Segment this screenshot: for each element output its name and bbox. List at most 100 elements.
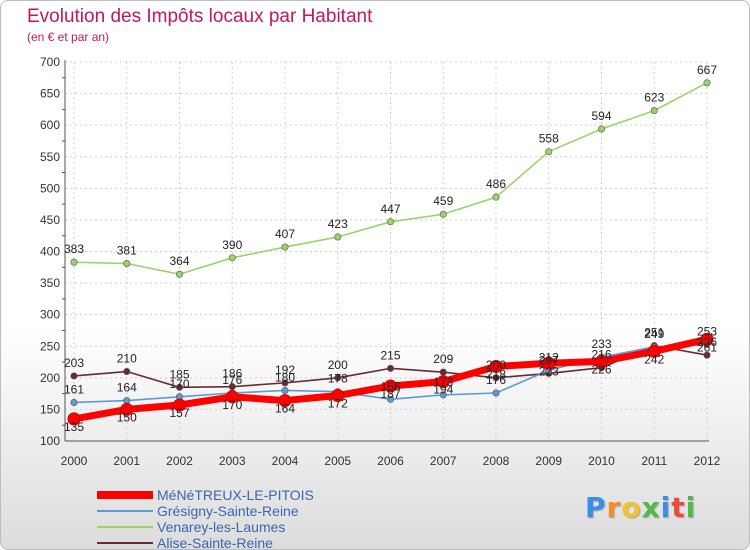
logo-letter-0: P [585, 491, 607, 524]
y-tick-label-250: 250 [40, 339, 60, 353]
data-label-gresigny-2007: 173 [433, 375, 453, 389]
legend-swatch-gresigny [97, 510, 153, 512]
data-label-alise-2000: 203 [64, 356, 84, 370]
data-label-venarey-2006: 447 [380, 202, 400, 216]
y-tick-label-400: 400 [40, 245, 60, 259]
y-tick-label-500: 500 [40, 181, 60, 195]
x-tick-label-2008: 2008 [483, 454, 510, 468]
data-label-venarey-2005: 423 [328, 217, 348, 231]
point-alise-2008 [492, 374, 500, 382]
point-venarey-2002 [176, 270, 184, 278]
data-label-alise-2004: 192 [275, 363, 295, 377]
point-menetreux-2008 [489, 359, 503, 373]
y-tick-label-700: 700 [40, 55, 60, 69]
data-label-gresigny-2010: 233 [591, 337, 611, 351]
point-venarey-2011 [650, 107, 658, 115]
data-label-menetreux-2010: 226 [591, 362, 611, 376]
point-venarey-2012 [703, 79, 711, 87]
y-tick-label-150: 150 [40, 402, 60, 416]
logo-letter-5: t [671, 491, 686, 524]
point-gresigny-2000 [70, 398, 78, 406]
logo-letter-1: r [606, 491, 622, 524]
data-label-venarey-2010: 594 [591, 109, 611, 123]
legend-label-menetreux: MéNéTREUX-LE-PITOIS [157, 487, 314, 503]
x-tick-label-2003: 2003 [219, 454, 246, 468]
y-tick-label-450: 450 [40, 213, 60, 227]
legend-item-alise: Alise-Sainte-Reine [97, 535, 314, 550]
data-label-menetreux-2011: 242 [644, 352, 664, 366]
point-gresigny-2006 [386, 395, 394, 403]
point-alise-2006 [386, 364, 394, 372]
data-label-menetreux-2009: 223 [539, 364, 559, 378]
data-label-venarey-2004: 407 [275, 227, 295, 241]
point-menetreux-2006 [384, 379, 397, 393]
proxiti-logo: Proxiti [585, 491, 696, 524]
point-menetreux-2012 [700, 332, 714, 346]
data-label-gresigny-2003: 176 [222, 373, 242, 387]
y-tick-label-300: 300 [40, 308, 60, 322]
logo-letter-3: x [641, 491, 661, 524]
point-venarey-2007 [439, 210, 447, 218]
point-venarey-2000 [70, 258, 78, 266]
x-tick-label-2005: 2005 [324, 454, 351, 468]
point-menetreux-2002 [173, 398, 186, 412]
data-label-venarey-2009: 558 [539, 132, 559, 146]
logo-letter-2: o [621, 491, 642, 524]
y-tick-label-350: 350 [40, 276, 60, 290]
data-label-menetreux-2004: 164 [275, 402, 295, 416]
point-venarey-2005 [334, 233, 342, 241]
x-tick-label-2009: 2009 [535, 454, 562, 468]
point-menetreux-2010 [595, 354, 608, 368]
legend-swatch-menetreux [97, 491, 153, 499]
data-label-venarey-2008: 486 [486, 177, 506, 191]
data-label-gresigny-2009: 212 [539, 350, 559, 364]
point-menetreux-2007 [436, 375, 450, 389]
data-label-gresigny-2008: 176 [486, 373, 506, 387]
point-venarey-2009 [545, 148, 553, 156]
legend-label-alise: Alise-Sainte-Reine [157, 535, 273, 550]
x-tick-label-2010: 2010 [588, 454, 615, 468]
x-tick-label-2000: 2000 [61, 454, 88, 468]
legend-item-gresigny: Grésigny-Sainte-Reine [97, 503, 314, 519]
data-label-alise-2003: 186 [222, 367, 242, 381]
legend-item-menetreux: MéNéTREUX-LE-PITOIS [97, 487, 314, 503]
point-alise-2002 [176, 383, 184, 391]
point-menetreux-2009 [542, 356, 556, 370]
data-label-alise-2006: 215 [380, 348, 400, 362]
point-menetreux-2001 [120, 402, 134, 416]
data-label-menetreux-2000: 135 [64, 420, 84, 434]
data-label-alise-2011: 251 [644, 326, 664, 340]
point-venarey-2010 [597, 125, 605, 133]
data-label-menetreux-2001: 150 [117, 410, 137, 424]
point-menetreux-2003 [225, 390, 239, 404]
data-label-gresigny-2006: 166 [380, 379, 400, 393]
data-label-gresigny-2011: 249 [644, 327, 664, 341]
y-tick-label-600: 600 [40, 118, 60, 132]
data-label-venarey-2011: 623 [644, 91, 664, 105]
data-label-menetreux-2012: 261 [697, 340, 717, 354]
point-menetreux-2005 [331, 389, 345, 403]
point-venarey-2001 [123, 260, 131, 268]
data-label-venarey-2001: 381 [117, 244, 137, 258]
data-label-menetreux-2005: 172 [328, 397, 348, 411]
chart-title: Evolution des Impôts locaux par Habitant [27, 6, 373, 27]
point-alise-2000 [70, 372, 78, 380]
legend-item-venarey: Venarey-les-Laumes [97, 519, 314, 535]
data-label-alise-2005: 200 [328, 358, 348, 372]
y-tick-label-100: 100 [40, 434, 60, 448]
point-alise-2001 [123, 368, 131, 376]
point-menetreux-2011 [647, 344, 661, 358]
data-label-gresigny-2012: 253 [697, 324, 717, 338]
legend-swatch-venarey [97, 526, 153, 528]
data-label-alise-2002: 185 [169, 367, 189, 381]
point-venarey-2004 [281, 243, 289, 251]
point-gresigny-2004 [281, 386, 289, 394]
logo-letter-4: i [660, 491, 672, 524]
x-tick-label-2006: 2006 [377, 454, 404, 468]
data-label-menetreux-2007: 194 [433, 383, 453, 397]
data-label-venarey-2003: 390 [222, 238, 242, 252]
x-tick-label-2012: 2012 [694, 454, 721, 468]
legend-swatch-alise [97, 542, 153, 544]
x-tick-label-2002: 2002 [166, 454, 193, 468]
data-label-alise-2009: 207 [539, 353, 559, 367]
